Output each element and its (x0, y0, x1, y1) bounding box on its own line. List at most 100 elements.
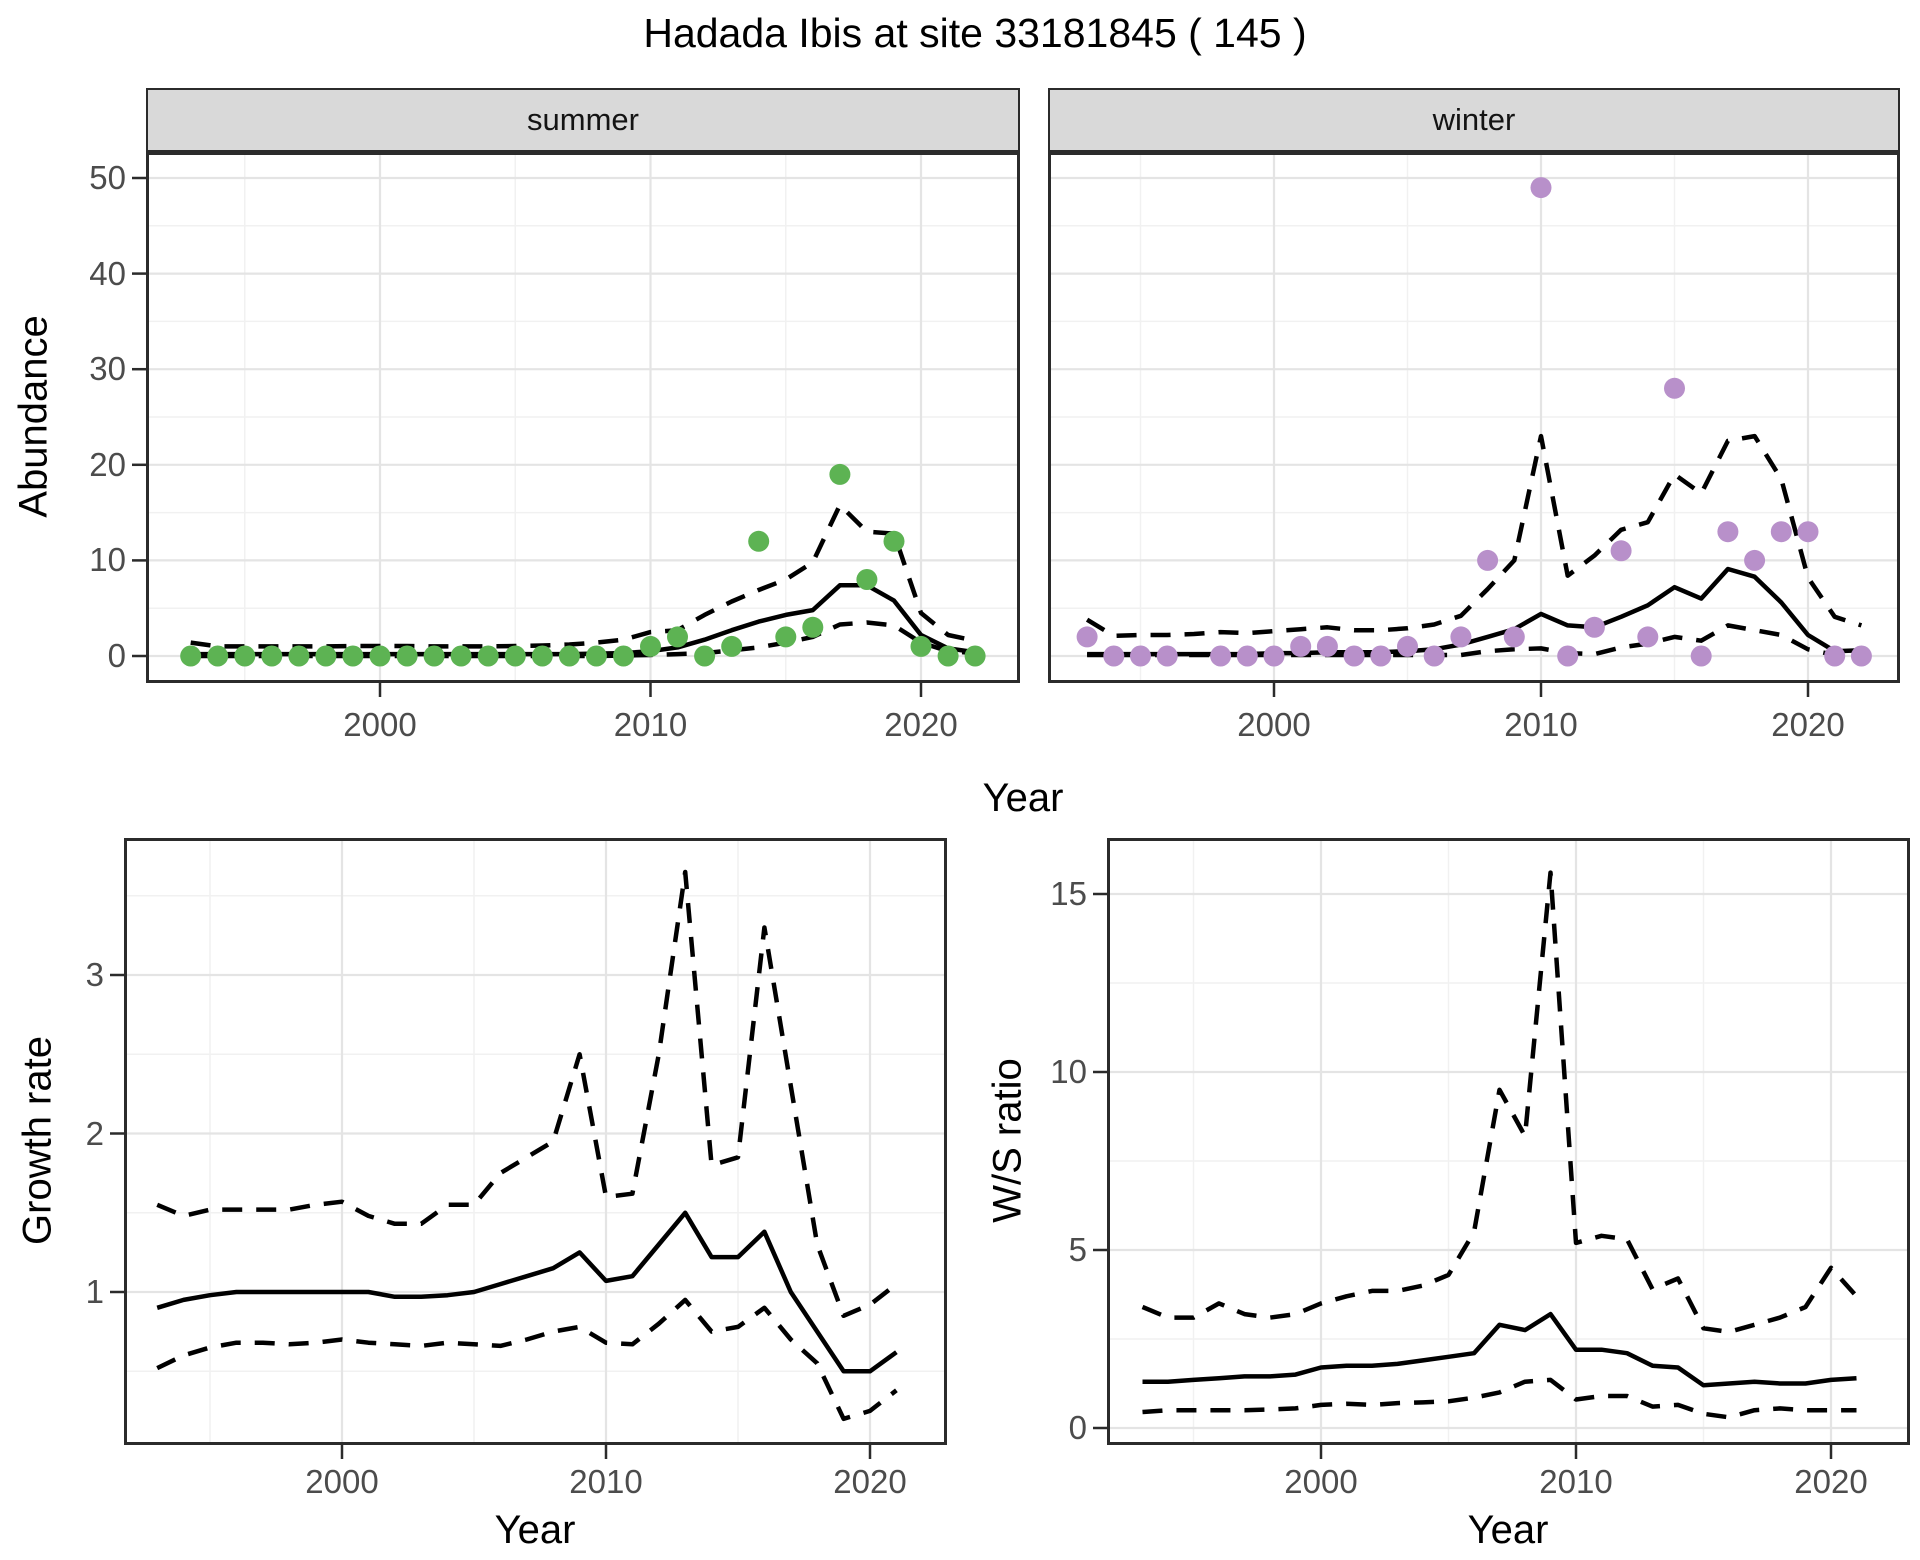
y-tick-label: 0 (107, 637, 126, 674)
panel-border (124, 838, 947, 1445)
panel-background (1107, 838, 1910, 1445)
data-point-observed_counts (342, 645, 364, 667)
data-point-observed_counts (207, 645, 229, 667)
panel-border (1048, 152, 1900, 683)
data-point-observed_counts (1103, 645, 1125, 667)
year-axis-title-bottom-right: Year (1467, 1508, 1549, 1552)
x-tick-label: 2020 (1771, 706, 1845, 743)
data-point-observed_counts (1290, 635, 1312, 657)
data-point-observed_counts (1557, 645, 1579, 667)
abundance-axis-title: Abundance (11, 315, 56, 518)
data-point-observed_counts (802, 616, 824, 638)
x-tick-label: 2020 (884, 706, 958, 743)
series-line-lower_ci (156, 1297, 898, 1422)
facet-strip-summer-label: summer (527, 102, 639, 137)
ws-ratio-axis-title: W/S ratio (985, 1058, 1030, 1223)
x-tick-label: 2020 (833, 1463, 907, 1500)
x-tick-label: 2000 (305, 1463, 379, 1500)
data-point-observed_counts (1530, 177, 1552, 199)
data-point-observed_counts (856, 569, 878, 590)
data-point-observed_counts (1824, 645, 1846, 667)
data-point-observed_counts (1770, 521, 1792, 543)
data-point-observed_counts (1156, 645, 1178, 667)
data-point-observed_counts (1610, 540, 1632, 562)
data-point-observed_counts (234, 645, 256, 667)
data-point-observed_counts (261, 645, 283, 667)
data-point-observed_counts (450, 645, 472, 667)
x-tick-label: 2010 (613, 706, 688, 743)
data-point-observed_counts (613, 645, 634, 667)
data-point-observed_counts (883, 530, 905, 552)
data-point-observed_counts (694, 645, 716, 667)
data-point-observed_counts (748, 530, 770, 552)
data-point-observed_counts (1850, 645, 1872, 667)
y-tick-label: 0 (1068, 1409, 1087, 1446)
panel-border (146, 152, 1020, 683)
data-point-observed_counts (1263, 645, 1285, 667)
panel-background (124, 838, 947, 1445)
x-tick-label: 2000 (343, 706, 417, 743)
figure-title: Hadada Ibis at site 33181845 ( 145 ) (643, 10, 1307, 56)
data-point-observed_counts (640, 635, 661, 657)
data-point-observed_counts (180, 645, 202, 667)
y-tick-label: 10 (89, 541, 126, 579)
data-point-observed_counts (396, 645, 418, 667)
x-tick-label: 2000 (1237, 706, 1311, 743)
y-tick-label: 30 (89, 350, 126, 388)
data-point-observed_counts (288, 645, 310, 667)
y-tick-label: 1 (85, 1273, 104, 1310)
data-point-observed_counts (721, 635, 743, 657)
data-point-observed_counts (1717, 521, 1739, 543)
data-point-observed_counts (423, 645, 445, 667)
series-line-ws_ratio_fit (1142, 1311, 1857, 1388)
data-point-observed_counts (1076, 626, 1098, 648)
series-line-lower_ci (1142, 1377, 1857, 1420)
data-point-observed_counts (369, 645, 391, 667)
data-point-observed_counts (1236, 645, 1258, 667)
data-point-observed_counts (315, 645, 337, 667)
y-tick-label: 40 (89, 254, 126, 292)
x-tick-label: 2000 (1284, 1463, 1358, 1500)
y-tick-label: 20 (89, 445, 126, 483)
data-point-observed_counts (1583, 616, 1605, 638)
y-tick-label: 10 (1050, 1053, 1087, 1090)
year-axis-title-bottom-left: Year (494, 1508, 576, 1552)
data-point-observed_counts (1503, 626, 1525, 648)
panel-border (1107, 838, 1910, 1445)
data-point-observed_counts (1450, 626, 1472, 648)
data-point-observed_counts (1370, 645, 1392, 667)
data-point-observed_counts (775, 626, 797, 648)
y-tick-label: 15 (1050, 875, 1087, 912)
x-tick-label: 2010 (569, 1463, 643, 1500)
data-point-observed_counts (1343, 645, 1365, 667)
data-point-observed_counts (829, 463, 851, 485)
data-point-observed_counts (477, 645, 499, 667)
data-point-observed_counts (1664, 377, 1685, 399)
data-point-observed_counts (1477, 549, 1499, 571)
data-point-observed_counts (1797, 521, 1819, 543)
data-point-observed_counts (504, 645, 526, 667)
facet-strip-winter-label: winter (1432, 102, 1516, 137)
data-point-observed_counts (585, 645, 607, 667)
data-point-observed_counts (1130, 645, 1151, 667)
data-point-observed_counts (1637, 626, 1659, 648)
data-point-observed_counts (558, 645, 580, 667)
data-point-observed_counts (964, 645, 986, 667)
data-point-observed_counts (531, 645, 553, 667)
y-tick-label: 2 (85, 1114, 104, 1152)
data-point-observed_counts (1397, 635, 1418, 657)
x-tick-label: 2010 (1539, 1463, 1613, 1500)
y-tick-label: 50 (89, 159, 126, 196)
facet-strip-winter: winter (1048, 88, 1900, 152)
data-point-observed_counts (667, 626, 688, 648)
y-tick-label: 3 (85, 956, 104, 993)
facet-strip-summer: summer (146, 88, 1020, 152)
data-point-observed_counts (1210, 645, 1232, 667)
data-point-observed_counts (937, 645, 959, 667)
data-point-observed_counts (910, 635, 932, 657)
series-line-upper_ci (1141, 870, 1859, 1335)
x-tick-label: 2010 (1504, 706, 1578, 743)
series-line-upper_ci (190, 502, 976, 649)
data-point-observed_counts (1316, 635, 1338, 657)
